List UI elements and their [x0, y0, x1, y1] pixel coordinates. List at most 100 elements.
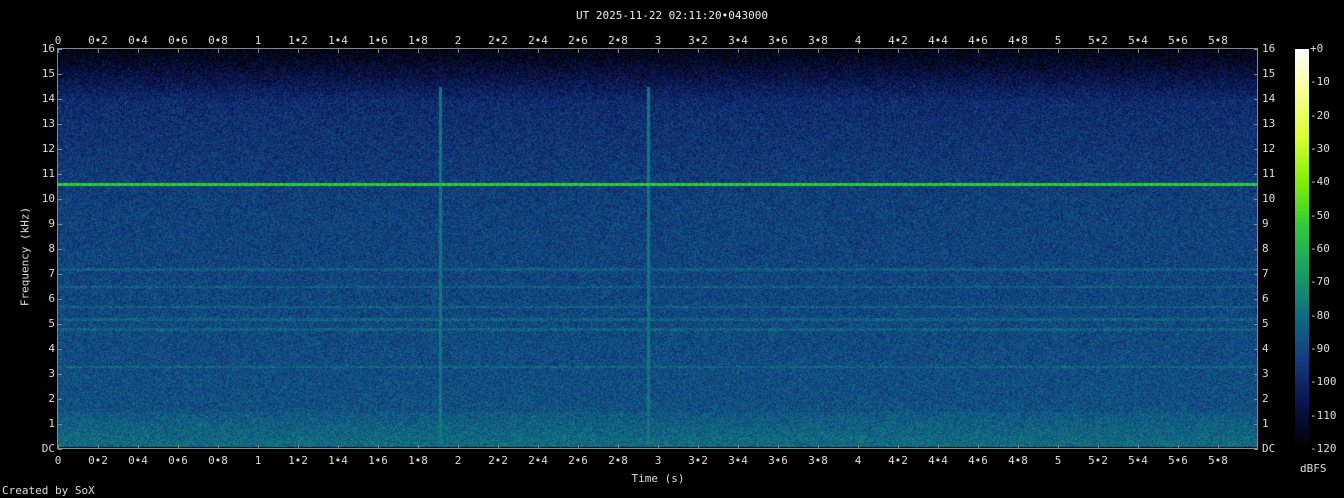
y-tick-label-right: 14	[1262, 92, 1276, 105]
x-tick-label-bottom: 2	[454, 454, 462, 467]
y-tick-label-left: 6	[48, 292, 55, 305]
colorbar-tick-label: -40	[1310, 175, 1330, 189]
x-tick-top	[1018, 49, 1019, 53]
x-tick-label-top: 1•8	[408, 34, 428, 47]
colorbar-tick-label: -90	[1310, 342, 1330, 355]
x-tick-bottom	[138, 445, 139, 449]
y-tick-label-left: 8	[48, 242, 55, 255]
x-tick-bottom	[1058, 445, 1059, 449]
x-tick-label-top: 5•6	[1168, 34, 1188, 47]
x-tick-label-bottom: 0•6	[168, 454, 188, 467]
x-tick-label-bottom: 3•4	[728, 454, 748, 467]
x-tick-label-bottom: 0•4	[128, 454, 148, 467]
y-tick-label-right: DC	[1262, 442, 1276, 455]
y-tick-left	[58, 349, 62, 350]
y-tick-label-left: 16	[41, 42, 55, 55]
colorbar-tick-label: -110	[1310, 408, 1337, 422]
x-tick-bottom	[618, 445, 619, 449]
x-tick-label-top: 5•2	[1088, 34, 1108, 47]
x-tick-top	[418, 49, 419, 53]
y-tick-left	[58, 324, 62, 325]
colorbar-tick-label: -70	[1310, 275, 1330, 289]
x-tick-label-top: 5•4	[1128, 34, 1148, 47]
y-tick-left	[58, 374, 62, 375]
x-tick-bottom	[298, 445, 299, 449]
x-tick-label-bottom: 1	[254, 454, 262, 467]
y-tick-label-left: 2	[48, 392, 55, 405]
y-tick-label-right: 3	[1262, 367, 1269, 380]
x-tick-top	[618, 49, 619, 53]
x-tick-top	[938, 49, 939, 53]
x-tick-label-bottom: 5•2	[1088, 454, 1108, 467]
x-tick-bottom	[858, 445, 859, 449]
colorbar-unit: dBFS	[1300, 462, 1327, 475]
x-tick-top	[258, 49, 259, 53]
x-tick-bottom	[1178, 445, 1179, 449]
y-tick-left	[58, 224, 62, 225]
x-tick-bottom	[978, 445, 979, 449]
x-tick-label-top: 3	[654, 34, 662, 47]
x-tick-label-bottom: 2•2	[488, 454, 508, 467]
y-tick-right	[1254, 399, 1258, 400]
x-tick-bottom	[898, 445, 899, 449]
y-tick-label-left: 4	[48, 342, 55, 355]
x-tick-bottom	[58, 445, 59, 449]
y-tick-label-right: 2	[1262, 392, 1269, 405]
x-tick-label-bottom: 1•6	[368, 454, 388, 467]
x-tick-label-bottom: 0•2	[88, 454, 108, 467]
x-tick-label-top: 2•6	[568, 34, 588, 47]
y-tick-left	[58, 49, 62, 50]
y-tick-left	[58, 149, 62, 150]
x-tick-top	[1178, 49, 1179, 53]
x-tick-label-top: 2•4	[528, 34, 548, 47]
x-tick-top	[218, 49, 219, 53]
y-tick-label-right: 8	[1262, 242, 1269, 255]
y-tick-right	[1254, 374, 1258, 375]
chart-title: UT 2025-11-22 02:11:20•043000	[575, 9, 769, 22]
x-tick-top	[498, 49, 499, 53]
y-tick-label-right: 15	[1262, 67, 1276, 80]
y-tick-label-left: DC	[41, 442, 55, 455]
x-tick-label-top: 3•8	[808, 34, 828, 47]
x-tick-label-bottom: 1•2	[288, 454, 308, 467]
x-tick-top	[898, 49, 899, 53]
x-tick-bottom	[658, 445, 659, 449]
x-tick-label-top: 4•8	[1008, 34, 1028, 47]
x-tick-bottom	[498, 445, 499, 449]
colorbar-tick-label: -20	[1310, 108, 1330, 122]
colorbar-tick-label: -10	[1310, 75, 1330, 89]
colorbar-tick-label: -80	[1310, 308, 1330, 322]
y-tick-right	[1254, 424, 1258, 425]
x-tick-label-bottom: 3•2	[688, 454, 708, 467]
y-tick-label-right: 13	[1262, 117, 1276, 130]
x-tick-bottom	[418, 445, 419, 449]
y-tick-label-right: 11	[1262, 167, 1276, 180]
y-tick-left	[58, 424, 62, 425]
colorbar-tick-label: +0	[1310, 42, 1324, 55]
x-tick-top	[698, 49, 699, 53]
y-tick-left	[58, 449, 62, 450]
x-tick-top	[1098, 49, 1099, 53]
x-tick-label-bottom: 4•4	[928, 454, 948, 467]
x-tick-top	[818, 49, 819, 53]
x-tick-top	[98, 49, 99, 53]
y-tick-label-right: 6	[1262, 292, 1269, 305]
x-tick-label-bottom: 5•6	[1168, 454, 1188, 467]
y-tick-label-left: 10	[41, 192, 55, 205]
x-tick-label-top: 1•2	[288, 34, 308, 47]
x-tick-label-bottom: 1•4	[328, 454, 348, 467]
x-tick-label-top: 4	[854, 34, 862, 47]
x-tick-label-top: 3•6	[768, 34, 788, 47]
y-tick-label-left: 7	[48, 267, 55, 280]
y-tick-right	[1254, 49, 1258, 50]
x-tick-label-bottom: 0	[54, 454, 62, 467]
colorbar-tick-label: -60	[1310, 242, 1330, 255]
y-tick-label-left: 12	[41, 142, 55, 155]
y-tick-left	[58, 274, 62, 275]
x-tick-top	[858, 49, 859, 53]
y-tick-left	[58, 174, 62, 175]
y-tick-left	[58, 124, 62, 125]
x-tick-top	[658, 49, 659, 53]
credit-text: Created by SoX	[2, 484, 95, 497]
x-tick-label-top: 0•4	[128, 34, 148, 47]
